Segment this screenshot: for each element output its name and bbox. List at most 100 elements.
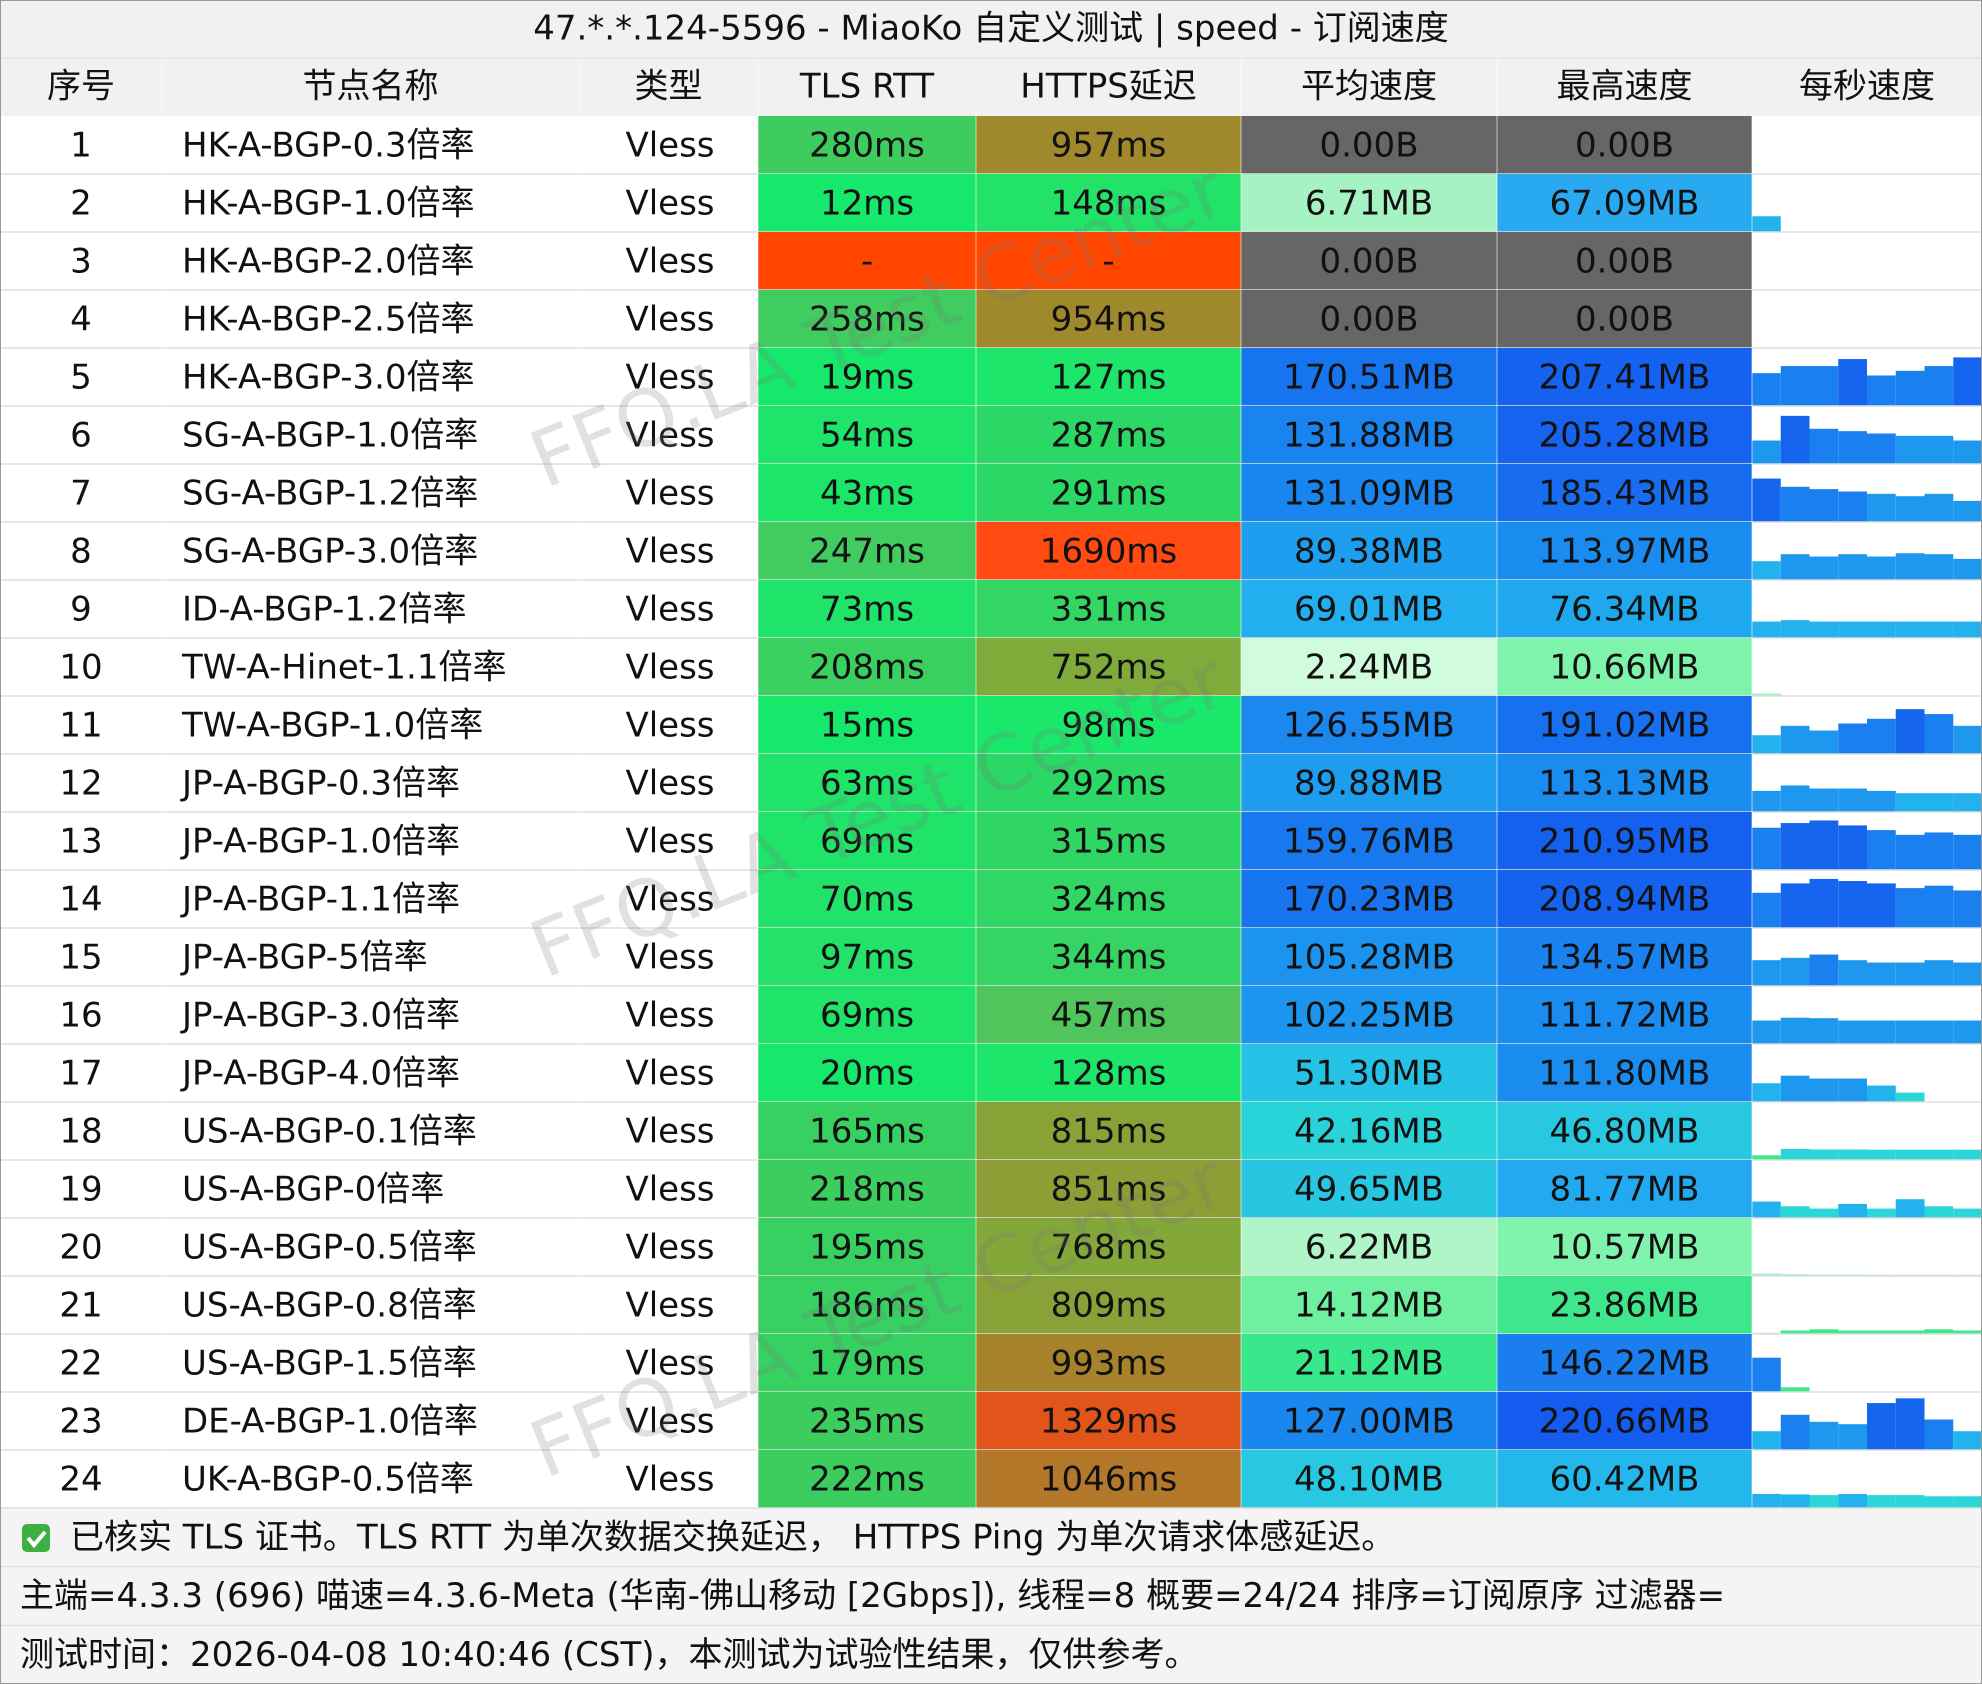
cell-text: 20 — [59, 1228, 102, 1268]
cell-text: 170.51MB — [1283, 358, 1455, 398]
cell-text: 97ms — [820, 938, 914, 978]
speed-bar — [1752, 1431, 1781, 1450]
cell-text: 17 — [59, 1054, 102, 1094]
cell-bg — [976, 812, 1241, 870]
cell-bg — [976, 1102, 1241, 1160]
cell-bg — [976, 522, 1241, 580]
speed-bar — [1867, 718, 1896, 754]
speed-bar — [1838, 788, 1867, 812]
speed-bar — [1867, 1020, 1896, 1044]
cell-text: Vless — [625, 474, 714, 514]
cell-text: 0.00B — [1575, 300, 1674, 340]
speed-bar — [1867, 790, 1896, 812]
cell-bg — [1497, 1334, 1752, 1392]
cell-text: - — [1102, 242, 1114, 282]
cell-text: 280ms — [809, 126, 925, 166]
cell-text: 6 — [70, 416, 92, 456]
cell-bg — [758, 580, 976, 638]
cell-text: Vless — [625, 1228, 714, 1268]
cell-text: 3 — [70, 242, 92, 282]
cell-text: 127ms — [1051, 358, 1167, 398]
cell-text: 81.77MB — [1550, 1170, 1700, 1210]
cell-text: 208.94MB — [1539, 880, 1711, 920]
speed-bar — [1809, 621, 1839, 638]
cell-text: Vless — [625, 532, 714, 572]
speed-bar — [1752, 216, 1781, 232]
cell-text: 222ms — [809, 1460, 925, 1500]
cell-text: 48.10MB — [1294, 1460, 1444, 1500]
cell-text: 21.12MB — [1294, 1344, 1444, 1384]
check-icon — [22, 1524, 50, 1552]
speed-bar — [1953, 1431, 1982, 1450]
cell-text: Vless — [625, 300, 714, 340]
cell-text: Vless — [625, 822, 714, 862]
cell-text: 186ms — [809, 1286, 925, 1326]
speed-bar — [1953, 500, 1982, 522]
speed-bar — [1780, 785, 1810, 812]
speed-bar — [1780, 725, 1810, 754]
cell-bg — [1241, 522, 1497, 580]
cell-text: 5 — [70, 358, 92, 398]
cell-text: 13 — [59, 822, 102, 862]
speed-bar — [1895, 621, 1925, 638]
cell-bg — [976, 580, 1241, 638]
speed-bar — [1924, 960, 1954, 986]
cell-bg — [1497, 464, 1752, 522]
speed-bar — [1895, 793, 1925, 812]
speed-bar — [1809, 556, 1839, 580]
speed-bar — [1953, 621, 1982, 638]
cell-text: 0.00B — [1575, 242, 1674, 282]
speed-bar — [1895, 1398, 1925, 1450]
speed-bar — [1867, 556, 1896, 580]
cell-text: 131.09MB — [1283, 474, 1455, 514]
speed-bar — [1895, 1020, 1925, 1044]
speed-bar — [1809, 1329, 1839, 1334]
cell-text: 113.97MB — [1539, 532, 1711, 572]
cell-text: 70ms — [820, 880, 914, 920]
cell-text: 2 — [70, 184, 92, 224]
cell-bg — [758, 986, 976, 1044]
cell-bg — [976, 348, 1241, 406]
speed-bar — [1780, 486, 1810, 522]
speed-bar — [1924, 554, 1954, 580]
speed-bar — [1780, 1075, 1810, 1102]
cell-bg — [1497, 348, 1752, 406]
cell-text: 159.76MB — [1283, 822, 1455, 862]
cell-text: Vless — [625, 880, 714, 920]
cell-text: 49.65MB — [1294, 1170, 1444, 1210]
cell-bg — [1497, 638, 1752, 696]
cell-text: 23 — [59, 1402, 102, 1442]
check-mark — [26, 1530, 47, 1549]
cell-bg — [1241, 1392, 1497, 1450]
cell-bg — [1497, 290, 1752, 348]
cell-text: 102.25MB — [1283, 996, 1455, 1036]
cell-bg — [758, 1102, 976, 1160]
cell-text: 170.23MB — [1283, 880, 1455, 920]
cell-text: 10.66MB — [1550, 648, 1700, 688]
cell-text: Vless — [625, 126, 714, 166]
cell-bg — [758, 812, 976, 870]
speed-bar — [1780, 1274, 1810, 1276]
cell-text: 1329ms — [1040, 1402, 1177, 1442]
cell-text: 207.41MB — [1539, 358, 1711, 398]
cell-text: 851ms — [1051, 1170, 1167, 1210]
node-name: JP-A-BGP-4.0倍率 — [180, 1054, 460, 1094]
speed-bar — [1838, 491, 1867, 522]
cell-bg — [758, 754, 976, 812]
footer-bg — [0, 1508, 1982, 1684]
cell-bg — [1241, 1160, 1497, 1218]
speed-bar — [1867, 375, 1896, 406]
cell-text: 20ms — [820, 1054, 914, 1094]
speed-bar — [1780, 1148, 1810, 1160]
cell-text: 131.88MB — [1283, 416, 1455, 456]
cell-text: Vless — [625, 996, 714, 1036]
speed-bar — [1953, 1149, 1982, 1160]
cell-text: 67.09MB — [1550, 184, 1700, 224]
speed-bar — [1809, 366, 1839, 406]
cell-bg — [758, 522, 976, 580]
speed-bar — [1924, 435, 1954, 464]
cell-text: 0.00B — [1319, 126, 1418, 166]
cell-text: 344ms — [1051, 938, 1167, 978]
cell-bg — [1497, 174, 1752, 232]
speed-bar — [1895, 962, 1925, 986]
